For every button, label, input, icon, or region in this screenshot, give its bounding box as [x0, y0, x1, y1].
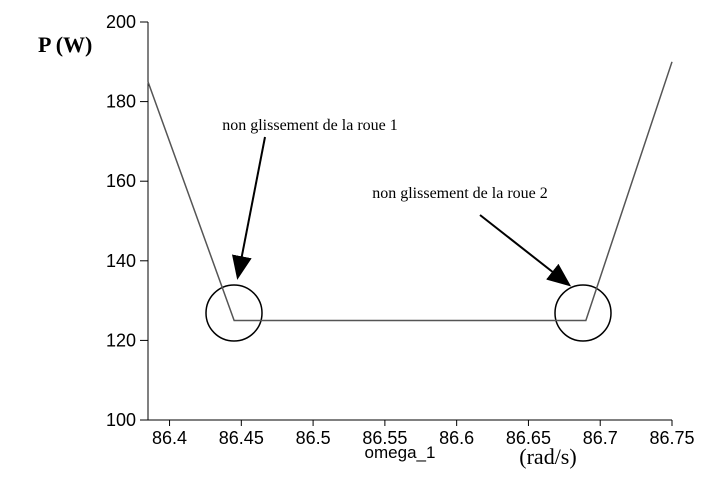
x-tick-label: 86.45: [219, 428, 264, 448]
annotation: non glissement de la roue 1: [222, 117, 398, 134]
x-tick-label: 86.55: [362, 428, 407, 448]
highlight-circle: [554, 284, 612, 342]
x-tick-label: 86.4: [152, 428, 187, 448]
y-axis-label: P (W): [38, 32, 92, 57]
y-tick-label: 100: [106, 410, 136, 430]
data-line: [147, 61, 673, 322]
y-tick-label: 200: [106, 12, 136, 32]
x-tick-label: 86.6: [439, 428, 474, 448]
x-tick-label: 86.7: [583, 428, 618, 448]
y-tick-label: 160: [106, 171, 136, 191]
highlight-circle: [205, 284, 263, 342]
y-tick-label: 120: [106, 330, 136, 350]
arrow: [479, 214, 572, 287]
arrow: [231, 136, 266, 280]
x-axis-label: omega_1: [365, 443, 436, 462]
x-tick-label: 86.5: [296, 428, 331, 448]
x-tick-label: 86.65: [506, 428, 551, 448]
y-tick-label: 180: [106, 92, 136, 112]
y-tick-label: 140: [106, 251, 136, 271]
annotation: non glissement de la roue 2: [372, 185, 548, 202]
x-tick-label: 86.75: [649, 428, 694, 448]
x-axis-unit: (rad/s): [519, 444, 576, 469]
